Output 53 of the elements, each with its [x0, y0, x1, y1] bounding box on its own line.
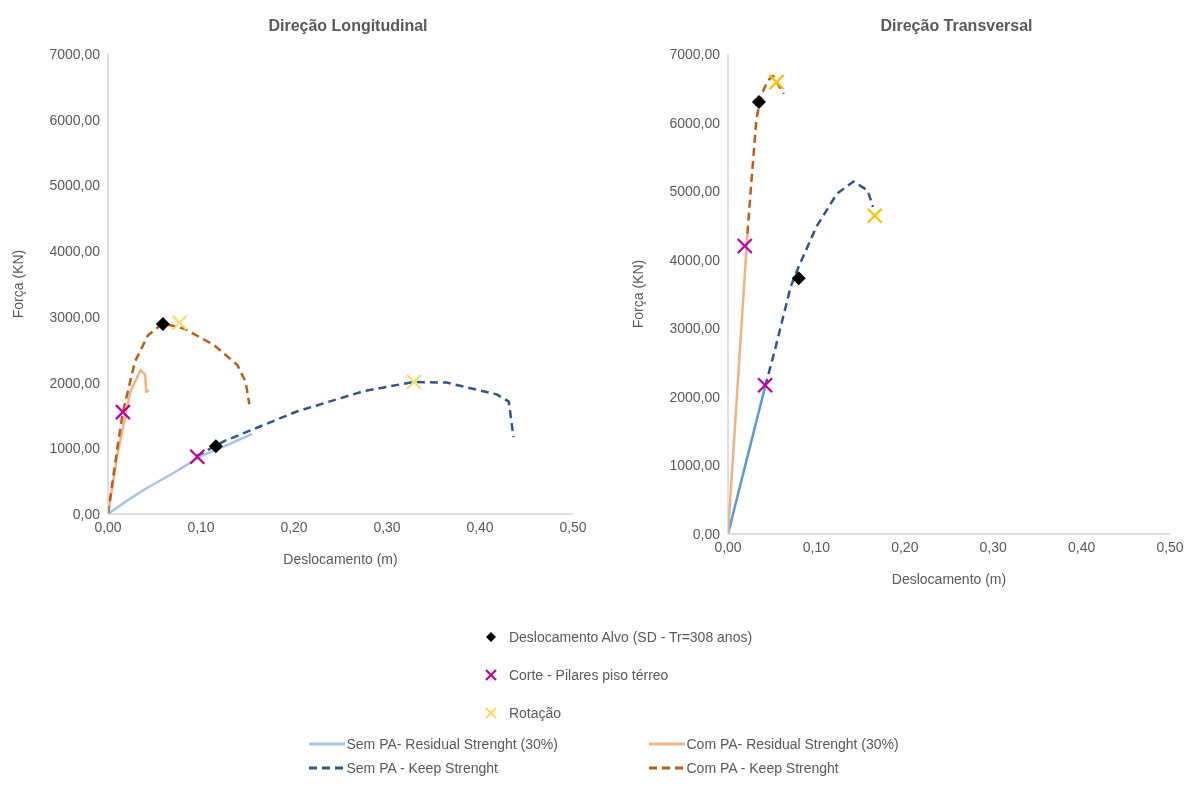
legend-label: Deslocamento Alvo (SD - Tr=308 anos) — [508, 629, 753, 645]
y-axis-title: Força (KN) — [629, 259, 646, 329]
y-tick-label: 2000,00 — [669, 388, 721, 405]
x-tick-label: 0,20 — [891, 538, 919, 555]
x-tick-label: 0,50 — [1156, 538, 1184, 555]
line-series — [108, 432, 254, 514]
point — [866, 207, 883, 224]
point — [189, 448, 206, 465]
legend-label: Com PA- Residual Strenght (30%) — [686, 736, 899, 752]
x-tick-label: 0,50 — [559, 518, 587, 535]
x-tick-label: 0,40 — [466, 518, 494, 535]
y-tick-label: 6000,00 — [49, 111, 101, 128]
legend-label: Com PA - Keep Strenght — [686, 760, 839, 776]
y-tick-label: 7000,00 — [669, 45, 721, 62]
point — [208, 439, 223, 454]
x-tick-label: 0,40 — [1067, 538, 1096, 555]
x-tick-label: 0,00 — [714, 538, 742, 555]
y-axis-title: Força (KN) — [9, 249, 26, 319]
point — [114, 404, 131, 421]
y-tick-label: 1000,00 — [49, 440, 101, 457]
y-tick-label: 6000,00 — [669, 114, 721, 131]
point — [405, 373, 423, 391]
x-tick-label: 0,30 — [373, 518, 401, 535]
point — [171, 314, 188, 331]
y-tick-label: 5000,00 — [49, 177, 101, 194]
legend-label: Sem PA - Keep Strenght — [346, 760, 498, 776]
y-tick-label: 4000,00 — [49, 243, 101, 260]
point — [751, 95, 766, 109]
point — [757, 377, 774, 394]
y-tick-label: 5000,00 — [669, 183, 721, 200]
x-tick-label: 0,10 — [802, 538, 831, 555]
y-tick-label: 7000,00 — [49, 45, 101, 62]
x-tick-label: 0,20 — [280, 518, 308, 535]
point — [155, 317, 170, 332]
chart-title: Direção Longitudinal — [267, 16, 429, 36]
point — [736, 237, 753, 255]
point — [768, 74, 785, 91]
point — [791, 271, 806, 286]
legend-label: Sem PA- Residual Strenght (30%) — [346, 736, 558, 752]
y-tick-label: 3000,00 — [669, 320, 721, 337]
line-series — [746, 74, 785, 235]
y-tick-label: 4000,00 — [669, 251, 721, 268]
y-tick-label: 2000,00 — [49, 374, 101, 391]
x-tick-label: 0,10 — [187, 518, 215, 535]
y-tick-label: 1000,00 — [669, 457, 721, 474]
legend-label: Corte - Pilares piso térreo — [508, 667, 669, 683]
chart-title: Direção Transversal — [879, 16, 1034, 36]
x-axis-title: Deslocamento (m) — [891, 571, 1007, 587]
x-tick-label: 0,30 — [979, 538, 1008, 555]
y-tick-label: 3000,00 — [49, 308, 101, 325]
legend-label: Rotação — [508, 705, 562, 721]
x-axis-title: Deslocamento (m) — [283, 551, 398, 567]
line-series — [195, 380, 515, 458]
